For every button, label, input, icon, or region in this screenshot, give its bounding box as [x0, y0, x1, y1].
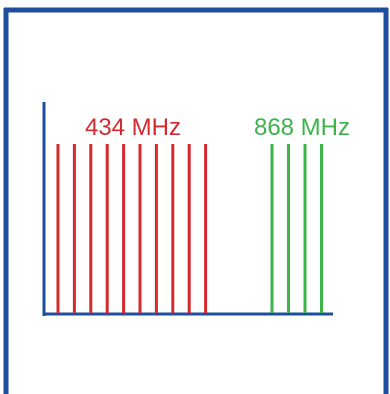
band-434-channels [56, 144, 208, 313]
band-434-group: 434 MHz [56, 114, 208, 313]
band-868-channels [270, 144, 323, 313]
axes [42, 102, 333, 316]
diagram-frame [3, 7, 389, 394]
band-label-434: 434 MHz [85, 114, 181, 141]
band-868-group: 868 MHz [254, 114, 350, 313]
band-label-868: 868 MHz [254, 114, 350, 141]
